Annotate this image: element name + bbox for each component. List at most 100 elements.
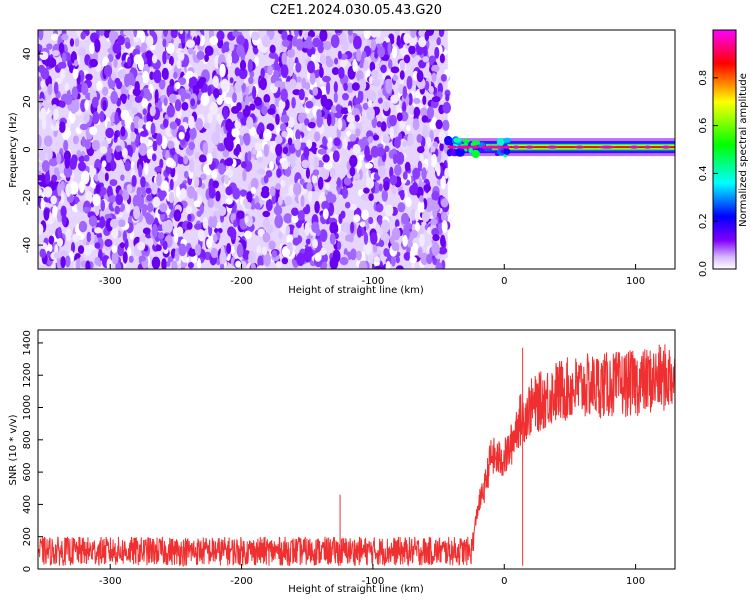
spectrogram-cell [329,167,336,179]
spectrogram-cell [431,153,437,165]
spectrogram-cell [416,133,423,143]
spectrogram-cell [152,140,158,152]
spectrogram-cell [350,248,357,261]
spectrogram-cell [389,126,395,140]
spectrogram-cell [391,241,399,252]
spectrogram-cell [334,57,339,65]
spectrogram-cell [281,39,290,47]
spectrogram-cell [312,37,321,48]
spectrogram-cell [315,228,321,237]
spectrogram-cell [421,115,428,123]
spectrogram-cell [243,198,248,206]
spectrogram-cell [253,96,263,107]
spectrogram-cell [248,82,254,93]
spectrogram-cell [162,38,167,48]
spectrogram-cell [196,210,202,217]
spectrogram-cell [305,100,314,109]
spectrogram-cell [291,36,298,47]
spectrogram-cell [376,121,382,128]
spectrogram-cell [281,52,288,66]
spectrogram-cell [336,177,342,188]
spectrogram-cell [131,106,138,115]
spectrogram-cell [374,256,380,263]
spectrogram-cell [193,200,201,208]
spectrogram-cell [177,51,185,61]
spectrogram-cell [342,136,348,150]
spectrogram-cell [392,74,399,81]
spectrogram-cell [197,258,202,269]
spectrogram-cell [263,143,269,158]
spectrogram-cell [295,38,304,51]
spectrogram-cell [416,146,425,154]
spectrogram-cell [300,195,305,208]
spectrogram-y-axis-label: Frequency (Hz) [8,112,19,188]
spectrogram-cell [312,86,319,96]
spectrogram-cell [262,210,271,218]
spectrogram-cell [260,105,268,116]
spectrogram-cell [250,177,259,190]
spectrogram-cell [51,49,60,57]
y-tick-label: 200 [22,527,33,546]
figure-title: C2E1.2024.030.05.43.G20 [270,3,442,18]
spectrogram-cell [305,238,311,245]
spectrogram-cell [281,257,289,265]
spectrogram-cell [333,81,338,93]
spectrogram-cell [257,156,263,164]
x-tick-label: -300 [99,576,122,587]
spectrogram-cell [431,96,441,103]
colorbar-tick-label: 0.2 [698,213,709,229]
spectrogram-cell [236,243,244,258]
spectrogram-cell [211,169,218,179]
spectrogram-cell [408,35,417,47]
spectrogram-cell [114,77,121,85]
spectrogram-cell [129,94,135,103]
spectrogram-cell [162,51,167,65]
spectrogram-cell [384,204,394,217]
spectrogram-cell [333,137,341,147]
spectrogram-cell [397,202,406,213]
spectrogram-cell [189,158,195,173]
spectrogram-cell [430,145,436,153]
y-tick-label: 20 [22,95,33,108]
spectrogram-cell [389,36,395,44]
spectrogram-cell [297,210,305,221]
snr-x-axis-label: Height of straight line (km) [288,584,424,595]
spectrogram-cell [267,65,273,76]
spectrogram-cell [135,134,140,148]
spectrogram-cell [59,100,66,108]
spectrogram-cell [366,106,376,121]
spectrogram-cell [146,148,153,160]
spectrogram-cell [332,150,340,163]
spectrogram-cell [242,168,247,182]
spectrogram-cell [121,94,127,105]
spectrogram-cell [99,146,108,154]
spectrogram-cell [403,54,411,64]
spectrogram-cell [439,53,445,64]
spectrogram-cell [72,135,79,145]
spectrogram-cell [212,180,219,189]
spectrogram-cell [170,165,176,178]
spectrogram-cell [163,118,169,128]
spectrogram-cell [218,162,226,175]
spectrogram-cell [339,32,347,46]
spectrogram-cell [40,107,47,121]
colorbar-tick-label: 0.6 [698,118,709,134]
spectrogram-cell [85,73,93,81]
spectrogram-cell [269,142,275,152]
spectrogram-cell [434,162,441,173]
spectrogram-cell [40,242,48,250]
spectrogram-cell [215,190,221,202]
spectrogram-cell [274,80,283,88]
spectrogram-cell [101,160,107,168]
spectrogram-cell [398,132,403,141]
spectrogram-cell [71,86,79,100]
y-tick-label: 0 [22,566,33,572]
spectrogram-cell [92,193,101,206]
spectrogram-cell [306,182,313,192]
spectrogram-cell [133,30,138,38]
spectrogram-cell [43,208,50,221]
spectrogram-cell [307,60,315,74]
spectrogram-cell [426,136,432,148]
spectrogram-cell [58,121,66,133]
spectrogram-cell [115,145,122,152]
